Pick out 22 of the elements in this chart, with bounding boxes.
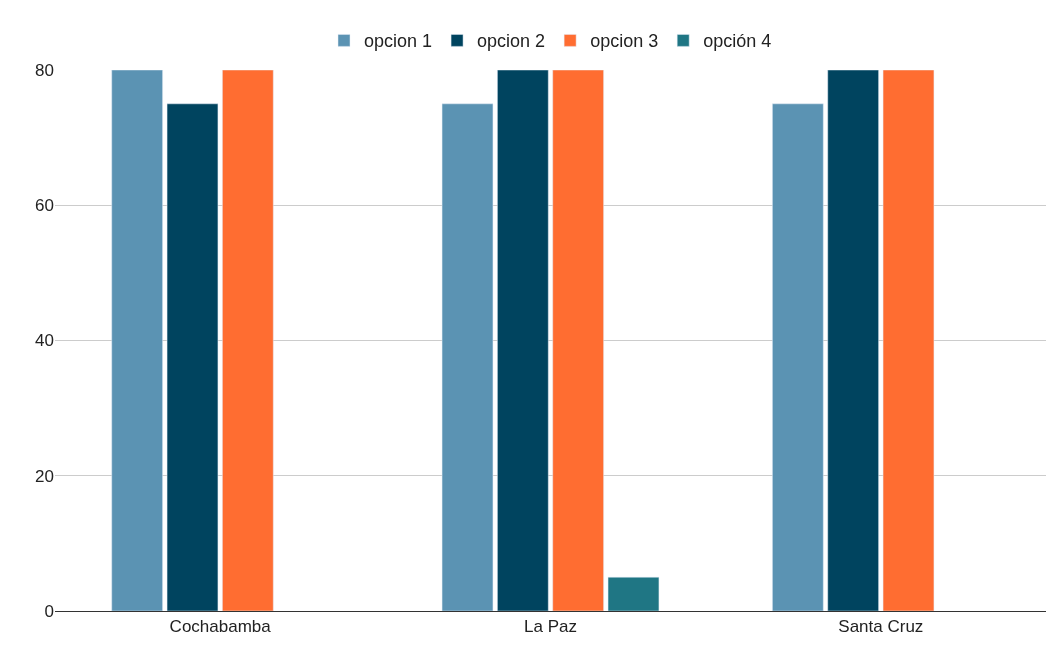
bar	[607, 576, 660, 611]
legend-label: opcion 2	[477, 31, 546, 52]
bar	[111, 70, 163, 611]
legend-label: opcion 1	[364, 31, 433, 52]
bar	[166, 103, 219, 611]
y-tick-label: 80	[35, 60, 54, 80]
y-tick-label: 20	[35, 466, 54, 486]
bar	[827, 70, 879, 611]
y-tick-label: 0	[44, 601, 54, 621]
bar	[441, 103, 494, 611]
x-tick-label: Santa Cruz	[838, 617, 924, 637]
legend-label: opción 4	[703, 31, 772, 52]
bar	[497, 70, 549, 611]
x-tick-label: La Paz	[524, 617, 577, 637]
bar	[222, 70, 274, 611]
bar	[882, 70, 935, 611]
y-tick-label: 60	[35, 196, 54, 216]
y-tick-label: 40	[35, 331, 54, 351]
bar	[552, 70, 604, 611]
x-tick-label: Cochabamba	[169, 617, 272, 637]
bar	[772, 103, 824, 611]
legend-label: opcion 3	[590, 31, 659, 52]
